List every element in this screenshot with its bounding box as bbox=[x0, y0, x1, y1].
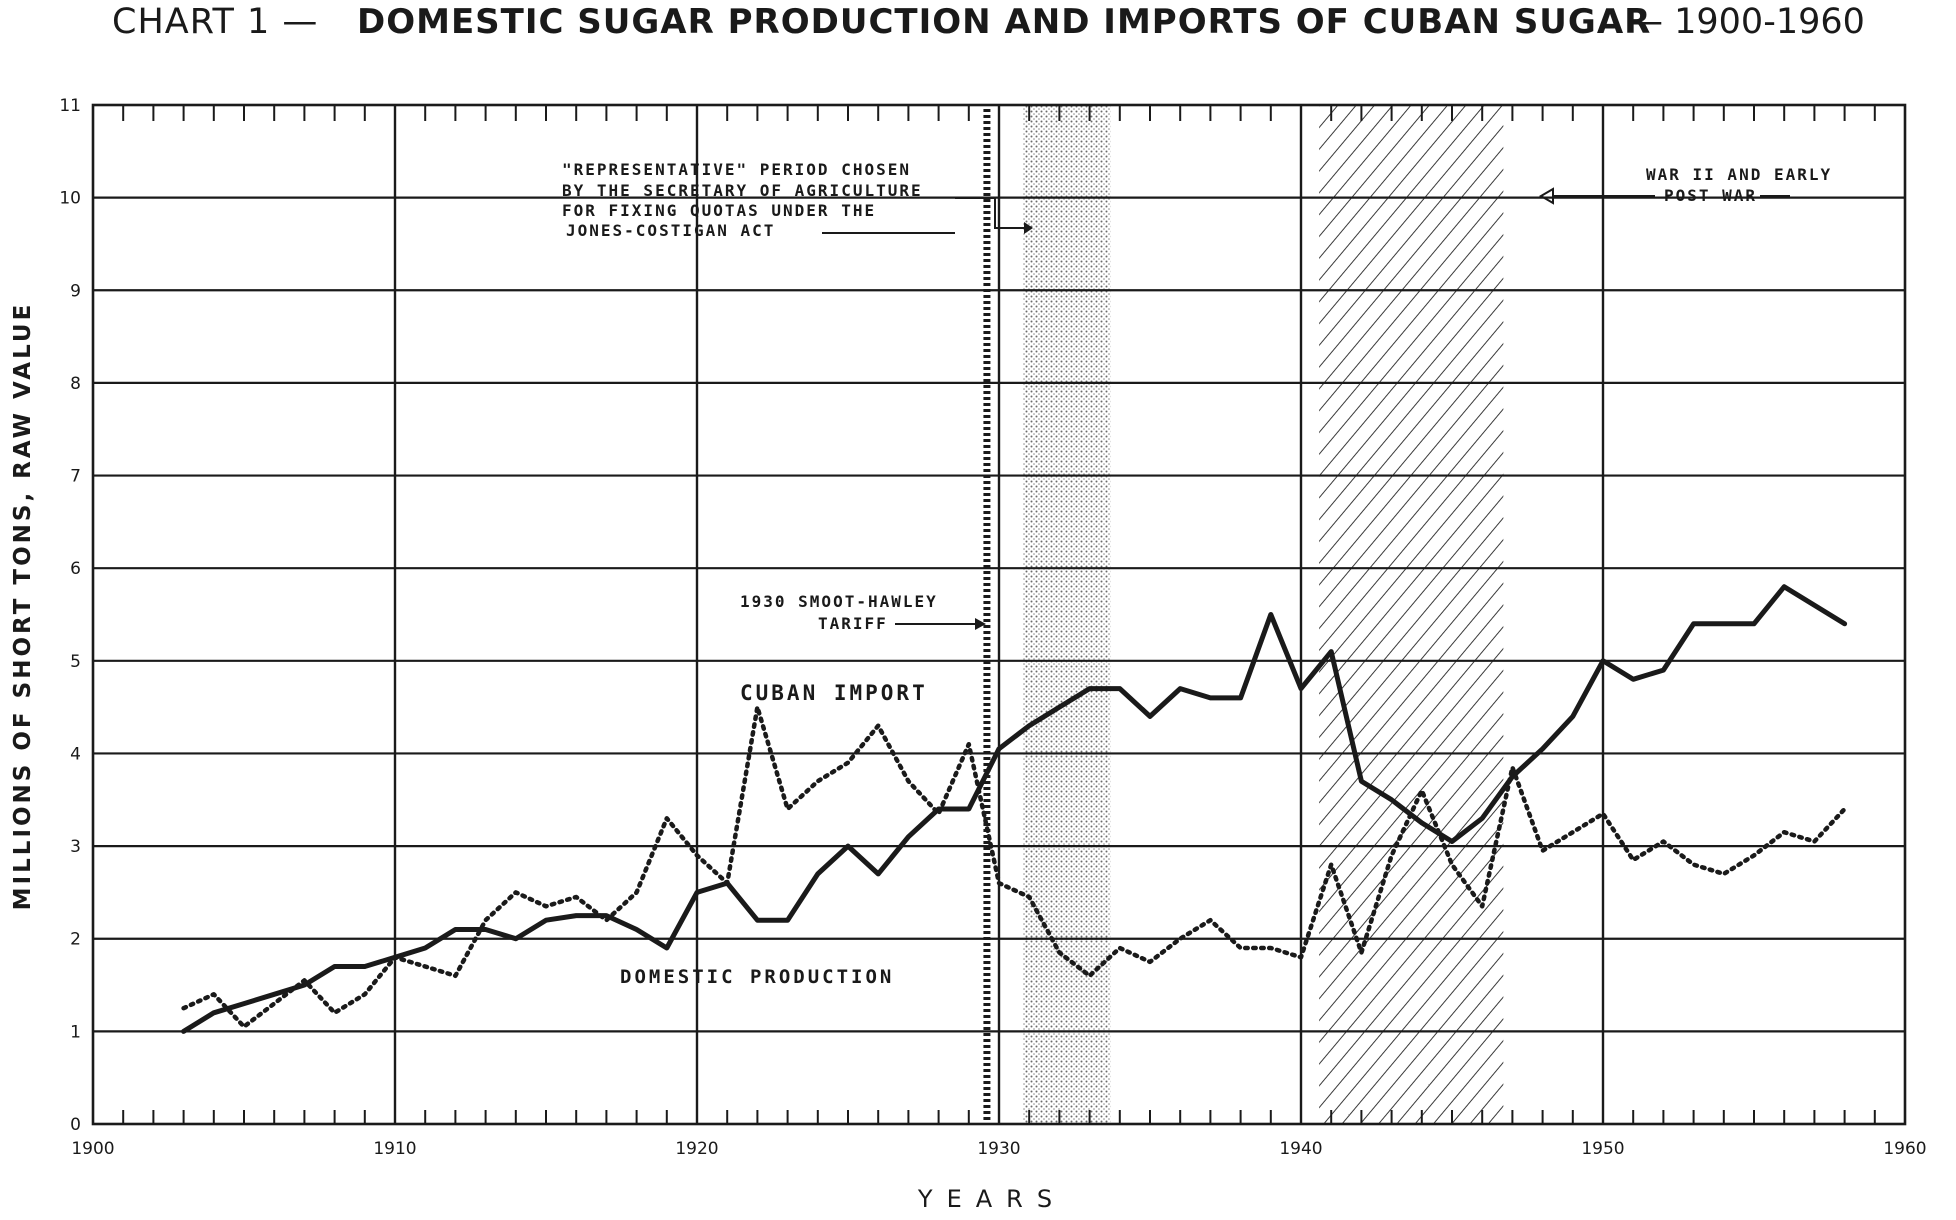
y-tick-label-4: 4 bbox=[70, 744, 81, 764]
annotation-representative-line-3: FOR FIXING QUOTAS UNDER THE bbox=[562, 201, 876, 220]
series-line-domestic-production bbox=[181, 704, 1847, 1029]
series-lines bbox=[181, 584, 1848, 1034]
x-tick-label-1920: 1920 bbox=[675, 1139, 718, 1159]
shaded-period-2 bbox=[1319, 105, 1504, 1124]
x-tick-label-1930: 1930 bbox=[977, 1139, 1020, 1159]
chart-title-suffix: — 1900-1960 bbox=[1628, 2, 1865, 42]
y-tick-label-8: 8 bbox=[70, 374, 81, 394]
y-tick-label-5: 5 bbox=[70, 652, 81, 672]
x-tick-label-1940: 1940 bbox=[1279, 1139, 1322, 1159]
x-tick-label-1950: 1950 bbox=[1581, 1139, 1624, 1159]
gridlines bbox=[93, 105, 1905, 1124]
y-axis-title: MILLIONS OF SHORT TONS, RAW VALUE bbox=[10, 302, 36, 911]
annotation-smoot-line-1: 1930 SMOOT-HAWLEY bbox=[740, 592, 938, 611]
y-tick-label-1: 1 bbox=[70, 1022, 81, 1042]
y-tick-label-2: 2 bbox=[70, 930, 81, 950]
annotation-representative-arrow-head bbox=[1024, 222, 1033, 234]
y-tick-label-0: 0 bbox=[70, 1115, 81, 1135]
annotation-representative: "REPRESENTATIVE" PERIOD CHOSEN BY THE SE… bbox=[562, 160, 1033, 240]
plot-frame bbox=[91, 103, 1907, 1126]
annotation-representative-line-1: "REPRESENTATIVE" PERIOD CHOSEN bbox=[562, 160, 911, 179]
annotation-war-arrow-head bbox=[1539, 187, 1554, 205]
shaded-periods bbox=[1023, 105, 1504, 1124]
shaded-period-1 bbox=[1023, 105, 1111, 1124]
chart-title-prefix: CHART 1 — bbox=[112, 2, 319, 42]
x-tick-label-1900: 1900 bbox=[71, 1139, 114, 1159]
annotation-smoot-hawley: 1930 SMOOT-HAWLEY TARIFF bbox=[740, 592, 986, 633]
y-tick-label-6: 6 bbox=[70, 559, 81, 579]
y-tick-label-10: 10 bbox=[59, 189, 81, 209]
y-tick-label-11: 11 bbox=[59, 96, 81, 116]
annotation-smoot-line-2: TARIFF bbox=[818, 614, 888, 633]
annotation-representative-line-4: JONES-COSTIGAN ACT bbox=[566, 221, 775, 240]
annotation-war: WAR II AND EARLY POST WAR bbox=[1539, 165, 1832, 205]
axes: 0 1 2 3 4 5 6 7 8 9 10 11 1900 1910 1920 1930 1940 1950 19… bbox=[59, 96, 1926, 1159]
series-label-domestic-production: DOMESTIC PRODUCTION bbox=[620, 966, 894, 988]
annotation-representative-line-2: BY THE SECRETARY OF AGRICULTURE bbox=[562, 181, 923, 200]
y-tick-label-7: 7 bbox=[70, 467, 81, 487]
y-tick-label-9: 9 bbox=[70, 281, 81, 301]
annotation-war-line-2: POST WAR bbox=[1664, 186, 1757, 205]
series-line-cuban-import bbox=[181, 584, 1848, 1034]
x-tick-label-1960: 1960 bbox=[1883, 1139, 1926, 1159]
y-tick-label-3: 3 bbox=[70, 837, 81, 857]
chart-title: DOMESTIC SUGAR PRODUCTION AND IMPORTS OF… bbox=[357, 2, 1652, 42]
annotation-war-line-1: WAR II AND EARLY bbox=[1646, 165, 1832, 184]
chart-title-bar: CHART 1 — DOMESTIC SUGAR PRODUCTION AND … bbox=[0, 0, 1956, 60]
x-tick-label-1910: 1910 bbox=[373, 1139, 416, 1159]
x-axis-title: YEARS bbox=[917, 1185, 1066, 1213]
annotation-representative-arrow bbox=[955, 197, 1024, 229]
series-label-cuban-import: CUBAN IMPORT bbox=[740, 681, 928, 705]
annotation-smoot-arrow-head bbox=[975, 618, 986, 630]
